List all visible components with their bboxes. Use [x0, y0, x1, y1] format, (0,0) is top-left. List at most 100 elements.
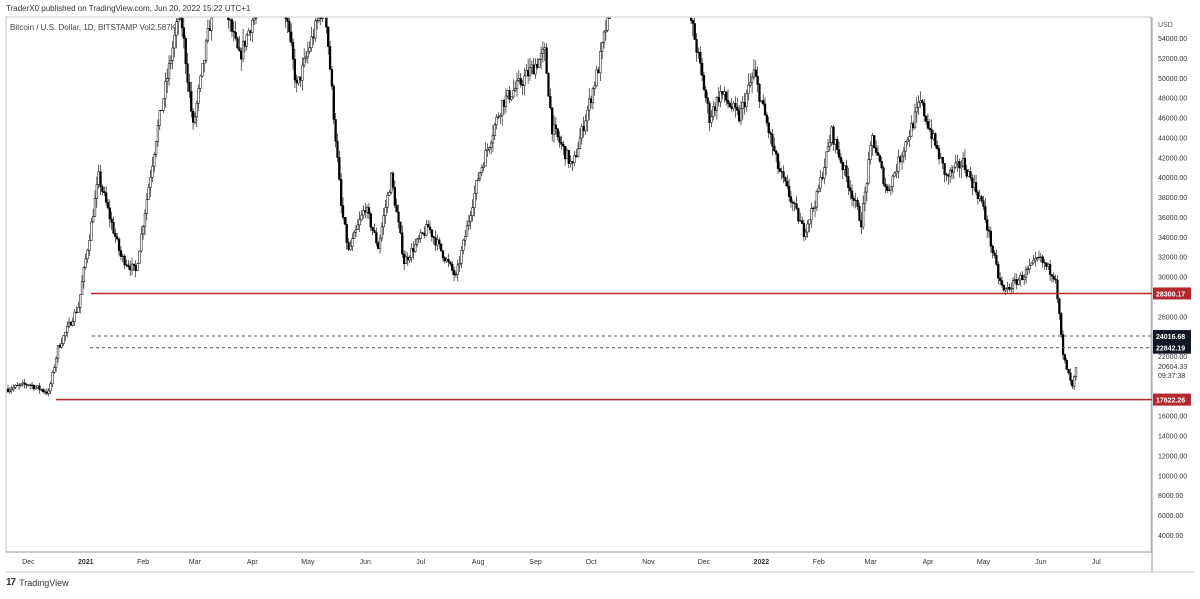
candle-body [895, 171, 898, 174]
price-level-label: 28300.17 [1156, 291, 1185, 298]
candle-body [173, 35, 176, 49]
candle-body [1023, 276, 1026, 280]
candle-body [758, 84, 761, 102]
candle-body [893, 172, 896, 177]
candle-body [384, 207, 387, 216]
candle-body [551, 107, 554, 135]
candle-body [297, 76, 300, 84]
candle-body [47, 390, 50, 394]
candle-body [417, 238, 421, 240]
candle-body [410, 248, 413, 258]
candle-body [869, 145, 872, 160]
candle-body [834, 139, 837, 145]
y-tick-label: 22000.00 [1158, 354, 1187, 361]
candle-body [56, 345, 60, 359]
candle-body [121, 255, 124, 257]
candle-body [841, 162, 844, 170]
candle-body [491, 135, 495, 144]
candle-body [708, 103, 711, 123]
x-tick-label: Feb [137, 559, 149, 566]
candle-body [86, 250, 89, 260]
candle-body [924, 115, 928, 122]
candle-body [208, 28, 211, 31]
candle-body [991, 245, 994, 254]
x-tick-label: Jun [1035, 559, 1046, 566]
y-tick-label: 42000.00 [1158, 155, 1187, 162]
candle-body [837, 149, 841, 158]
candle-body [774, 150, 778, 155]
candle-body [434, 237, 437, 246]
volume-label: Vol [139, 23, 151, 32]
candle-body [397, 211, 400, 223]
candle-body [508, 90, 511, 100]
candle-body [458, 263, 461, 266]
candle-body [502, 100, 506, 107]
candle-body [936, 145, 939, 149]
candle-body [288, 21, 291, 33]
candle-body [1002, 284, 1005, 291]
candle-body [38, 385, 41, 390]
candle-body [745, 93, 748, 108]
candle-body [388, 192, 391, 196]
candle-body [519, 78, 522, 85]
candle-body [328, 46, 332, 70]
candle-body [471, 207, 474, 216]
candle-body [42, 389, 45, 392]
candle-body [963, 157, 967, 170]
candle-body [824, 151, 828, 168]
candle-body [562, 144, 565, 147]
candle-body [941, 157, 944, 164]
candle-body [917, 102, 920, 108]
candle-body [532, 64, 535, 75]
candle-body [704, 89, 707, 98]
candle-body [830, 126, 833, 143]
candle-body [1024, 269, 1028, 278]
price-level-tag [1153, 341, 1191, 354]
candle-body [910, 123, 913, 137]
candle-body [861, 203, 865, 228]
candle-body [700, 62, 704, 76]
candle-body [106, 202, 110, 209]
candle-body [1056, 279, 1059, 300]
countdown-label: 09:37:38 [1158, 373, 1185, 380]
candle-body [365, 207, 369, 213]
candle-body [66, 326, 69, 333]
candle-body [1026, 268, 1030, 270]
candle-body [301, 64, 304, 81]
candle-body [127, 264, 130, 267]
candle-body [29, 384, 32, 386]
candle-body [175, 21, 178, 36]
candle-body [441, 250, 445, 259]
candle-body [21, 382, 24, 385]
candle-body [497, 116, 500, 118]
candle-body [395, 205, 398, 213]
x-tick-label: Feb [813, 559, 825, 566]
candle-body [197, 88, 200, 104]
candle-body [117, 238, 121, 251]
candle-body [425, 224, 428, 236]
candle-body [238, 47, 241, 52]
candle-body [747, 84, 750, 94]
candle-body [586, 109, 589, 122]
candle-body [902, 150, 906, 157]
x-tick-label: May [301, 559, 315, 566]
candle-body [976, 191, 980, 200]
x-tick-label: Dec [22, 559, 35, 566]
candle-body [352, 231, 356, 239]
candle-body [536, 63, 539, 68]
candle-body [812, 207, 815, 210]
footer-branding[interactable]: 17 TradingView [6, 577, 69, 588]
candle-body [351, 238, 354, 247]
candle-body [16, 385, 19, 387]
candle-body [8, 389, 12, 392]
candle-body [517, 78, 521, 81]
candle-body [386, 195, 389, 208]
candle-body [1032, 259, 1035, 264]
candle-body [62, 335, 65, 344]
candle-body [756, 75, 759, 85]
candle-body [547, 73, 550, 97]
candle-body [558, 136, 561, 143]
candle-body [982, 200, 985, 207]
